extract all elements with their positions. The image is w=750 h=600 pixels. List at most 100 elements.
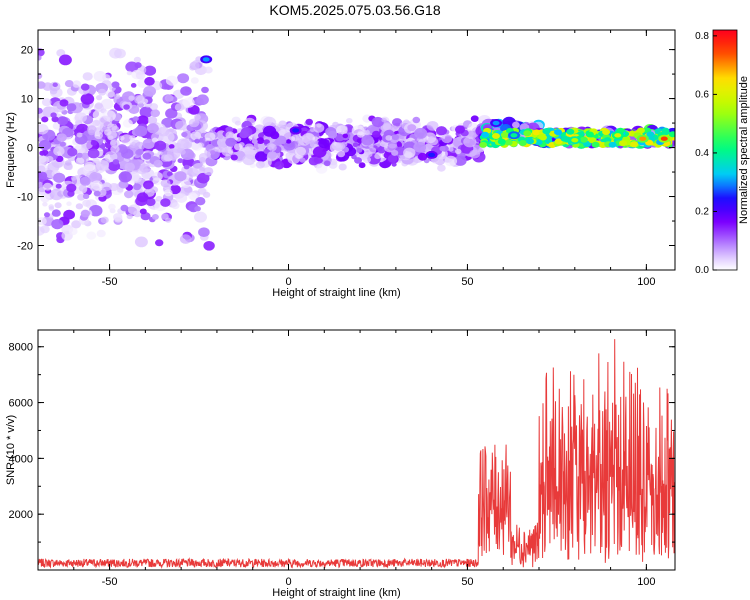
colorbar-tick-label: 0.8: [695, 31, 709, 42]
heatmap-cell: [132, 116, 139, 122]
heatmap-cell: [80, 93, 95, 105]
heatmap-cell: [179, 149, 186, 155]
heatmap-cell: [287, 154, 300, 165]
heatmap-cell: [143, 65, 157, 76]
y-tick-label: 2000: [9, 509, 33, 521]
heatmap-cell: [40, 225, 50, 234]
heatmap-cell: [538, 133, 547, 140]
heatmap-cell: [98, 88, 107, 96]
y-tick-label: -20: [17, 241, 33, 253]
heatmap-cell: [436, 126, 447, 136]
heatmap-cell: [155, 195, 163, 202]
heatmap-cell: [225, 126, 234, 133]
heatmap-cell: [381, 118, 387, 123]
heatmap-cell: [168, 144, 175, 149]
heatmap-cell: [38, 171, 48, 180]
heatmap-cell: [112, 159, 120, 165]
heatmap-cell: [327, 130, 338, 139]
heatmap-cell: [133, 183, 142, 191]
heatmap-cell: [492, 133, 500, 139]
heatmap-cell: [104, 151, 118, 163]
heatmap-cell: [82, 199, 91, 207]
heatmap-cell: [126, 70, 133, 76]
heatmap-cell: [55, 183, 62, 189]
heatmap-cell: [67, 190, 75, 197]
heatmap-cell: [201, 86, 209, 94]
heatmap-cell: [437, 164, 446, 172]
heatmap-cell: [470, 115, 479, 122]
heatmap-cell: [129, 135, 136, 141]
heatmap-cell: [285, 139, 292, 144]
heatmap-cell: [585, 131, 594, 138]
heatmap-peak-core: [639, 136, 647, 141]
heatmap-cell: [299, 157, 306, 163]
heatmap-cell: [198, 227, 210, 237]
heatmap-cell: [40, 194, 50, 203]
heatmap-cell: [166, 171, 173, 177]
heatmap-cell: [455, 148, 462, 155]
heatmap-cell: [104, 129, 112, 136]
heatmap-cell: [165, 75, 179, 86]
heatmap-cell: [188, 118, 200, 128]
heatmap-cell: [58, 54, 72, 66]
heatmap-cell: [87, 125, 97, 134]
heatmap-cell: [164, 189, 173, 197]
heatmap-cell: [391, 149, 399, 156]
heatmap-cell: [111, 125, 120, 133]
heatmap-cell: [194, 211, 207, 223]
heatmap-cell: [385, 135, 393, 141]
heatmap-cell: [661, 129, 670, 136]
heatmap-cell: [342, 133, 349, 139]
heatmap-cell: [96, 229, 106, 238]
x-axis-label: Height of straight line (km): [272, 287, 400, 299]
heatmap-cell: [134, 141, 145, 151]
heatmap-cell: [175, 120, 187, 131]
heatmap-cell: [100, 216, 109, 224]
heatmap-cell: [139, 106, 153, 118]
heatmap-cell: [81, 152, 90, 160]
y-tick-label: 8000: [9, 342, 33, 354]
heatmap-cell: [150, 109, 160, 118]
heatmap-cell: [71, 220, 81, 229]
heatmap-cell: [133, 56, 141, 63]
heatmap-cell: [66, 183, 77, 193]
heatmap-cell: [102, 148, 109, 153]
heatmap-cell: [444, 155, 458, 167]
heatmap-cell: [174, 103, 185, 112]
heatmap-cell: [82, 193, 90, 199]
heatmap-cell: [295, 146, 306, 156]
heatmap-peak-core: [428, 152, 436, 158]
heatmap-cell: [579, 136, 588, 143]
heatmap-cell: [608, 141, 617, 148]
heatmap-cell: [352, 142, 359, 147]
heatmap-cell: [78, 184, 87, 192]
heatmap-cell: [124, 190, 134, 199]
heatmap-cell: [113, 93, 121, 100]
heatmap-cell: [88, 205, 103, 217]
heatmap-cell: [52, 82, 58, 88]
heatmap-cell: [142, 138, 155, 149]
heatmap-cell: [630, 141, 638, 148]
heatmap-cell: [391, 162, 397, 167]
plot-frame: [37, 29, 676, 271]
heatmap-cell: [98, 115, 113, 127]
heatmap-cell: [518, 140, 527, 146]
heatmap-cell: [151, 137, 159, 143]
heatmap-cell: [234, 120, 241, 126]
heatmap-cell: [59, 99, 69, 107]
heatmap-cell: [165, 217, 172, 223]
y-axis-label: SNR (10 * v/v): [5, 415, 17, 485]
heatmap-cell: [368, 147, 377, 154]
heatmap-cell: [175, 142, 182, 149]
heatmap-cell: [335, 133, 345, 142]
colorbar-tick-label: 0.2: [695, 206, 709, 217]
heatmap-cell: [160, 154, 170, 162]
heatmap-cell: [298, 135, 311, 146]
x-tick-label: 0: [285, 276, 291, 288]
snr-panel: -50 0 50 100 2000 4000 6000 8000 Height of strai…: [5, 329, 676, 599]
heatmap-cell: [94, 102, 103, 110]
heatmap-cell: [180, 86, 192, 96]
heatmap-cell: [255, 160, 265, 169]
heatmap-cell: [76, 153, 83, 158]
heatmap-cell: [134, 62, 142, 69]
